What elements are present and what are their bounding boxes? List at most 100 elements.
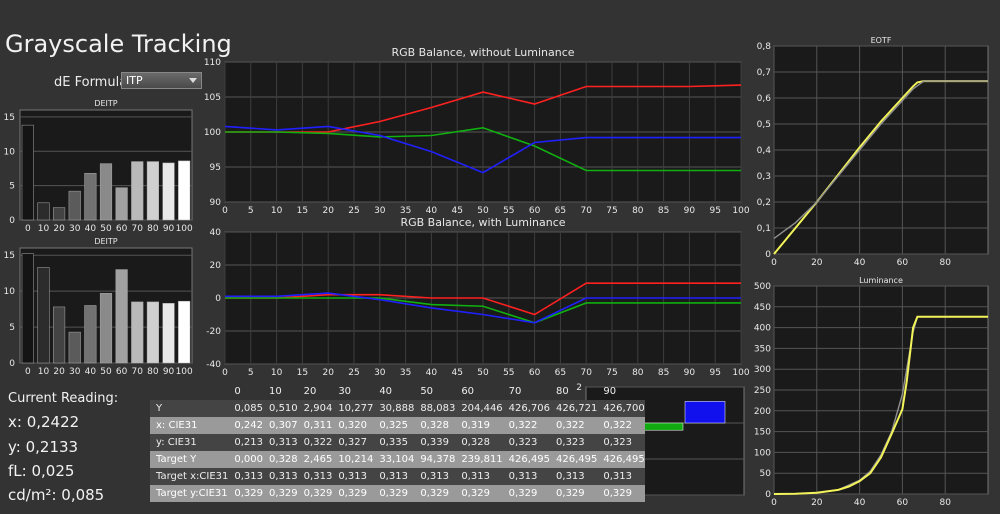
table-cell: 0,325 bbox=[373, 417, 415, 434]
bar bbox=[99, 293, 113, 364]
bar bbox=[178, 160, 191, 221]
x-tick-label: 60 bbox=[529, 206, 541, 214]
x-tick-label: 20 bbox=[811, 498, 823, 506]
table-cell: 426,495 bbox=[502, 451, 551, 468]
x-tick-label: 0 bbox=[25, 224, 31, 234]
x-tick-label: 70 bbox=[132, 367, 144, 377]
y-tick-label: 0 bbox=[215, 294, 221, 304]
table-cell: 426,721 bbox=[550, 400, 598, 417]
series-line bbox=[225, 297, 741, 324]
table-cell: 0,329 bbox=[263, 485, 298, 502]
x-tick-label: 85 bbox=[658, 206, 669, 214]
table-cell: 94,378 bbox=[414, 451, 456, 468]
x-tick-label: 50 bbox=[477, 368, 489, 378]
x-tick-label: 70 bbox=[580, 206, 592, 214]
table-cell: 0,320 bbox=[332, 417, 374, 434]
column-header: 90 bbox=[603, 386, 617, 397]
table-cell: 0,307 bbox=[263, 417, 298, 434]
x-tick-label: 40 bbox=[854, 498, 866, 506]
x-tick-label: 75 bbox=[606, 368, 617, 378]
x-tick-label: 60 bbox=[116, 367, 128, 377]
x-tick-label: 20 bbox=[811, 258, 823, 268]
column-header: 40 bbox=[379, 386, 393, 397]
y-tick-label: 0,4 bbox=[757, 146, 772, 156]
x-tick-label: 40 bbox=[426, 206, 438, 214]
bar bbox=[21, 253, 34, 364]
bar bbox=[146, 161, 159, 221]
bar bbox=[115, 269, 128, 364]
chart-title: DEITP bbox=[94, 100, 117, 108]
table-cell: 0,329 bbox=[332, 485, 374, 502]
bar bbox=[178, 300, 191, 364]
y-tick-label: 10 bbox=[4, 147, 16, 157]
current-reading-title: Current Reading: bbox=[8, 391, 119, 406]
table-row: Target Y 0,000 0,328 2,465 10,214 33,104 94,37… bbox=[150, 451, 645, 468]
table-cell: 0,335 bbox=[373, 434, 415, 451]
x-tick-label: 90 bbox=[684, 206, 696, 214]
bar bbox=[146, 301, 159, 364]
x-tick-label: 25 bbox=[348, 368, 359, 378]
x-tick-label: 95 bbox=[709, 368, 720, 378]
x-tick-label: 0 bbox=[771, 498, 777, 506]
table-cell: 0,213 bbox=[228, 434, 264, 451]
x-tick-label: 5 bbox=[248, 206, 254, 214]
x-tick-label: 20 bbox=[53, 224, 65, 234]
x-tick-label: 50 bbox=[477, 206, 489, 214]
y-tick-label: 0 bbox=[9, 216, 15, 226]
x-tick-label: 35 bbox=[400, 206, 411, 214]
measurement-table: 0 10 20 30 40 50 60 70 80 90 Y 0,085 0,510… bbox=[150, 383, 645, 502]
chart-title: RGB Balance, without Luminance bbox=[391, 46, 574, 59]
x-tick-label: 50 bbox=[100, 224, 112, 234]
x-tick-label: 90 bbox=[163, 224, 175, 234]
de-formula-select[interactable]: ITP bbox=[121, 72, 202, 89]
bar bbox=[53, 207, 66, 221]
x-tick-label: 15 bbox=[297, 206, 308, 214]
table-cell: 0,313 bbox=[263, 468, 298, 485]
y-tick-label: 0,7 bbox=[757, 68, 771, 78]
x-tick-label: 20 bbox=[53, 367, 65, 377]
y-tick-label: 250 bbox=[754, 386, 771, 396]
x-tick-label: 85 bbox=[658, 368, 669, 378]
x-tick-label: 60 bbox=[529, 368, 541, 378]
table-corner bbox=[150, 383, 228, 400]
series-line bbox=[773, 80, 988, 255]
table-cell: 0,329 bbox=[502, 485, 551, 502]
table-row: Y 0,085 0,510 2,904 10,277 30,888 88,083 204,44… bbox=[150, 400, 645, 417]
reading-x: x: 0,2422 bbox=[8, 413, 80, 431]
table-cell: 0,313 bbox=[597, 468, 645, 485]
table-cell: 204,446 bbox=[455, 400, 503, 417]
y-tick-label: 110 bbox=[204, 58, 221, 68]
table-cell: 0,085 bbox=[228, 400, 264, 417]
table-row: y: CIE31 0,213 0,313 0,322 0,327 0,335 0,339 0,… bbox=[150, 434, 645, 451]
table-cell: 0,329 bbox=[228, 485, 264, 502]
x-tick-label: 100 bbox=[732, 368, 749, 378]
y-tick-label: 105 bbox=[204, 93, 221, 103]
bar bbox=[642, 422, 684, 431]
x-tick-label: 35 bbox=[400, 368, 411, 378]
table-cell: 0,000 bbox=[228, 451, 264, 468]
y-tick-label: 0,1 bbox=[757, 224, 771, 234]
x-tick-label: 60 bbox=[897, 498, 909, 506]
x-tick-label: 80 bbox=[632, 206, 644, 214]
table-cell: 10,277 bbox=[332, 400, 374, 417]
y-tick-label: 100 bbox=[754, 448, 771, 458]
x-tick-label: 30 bbox=[69, 224, 81, 234]
y-tick-label: 300 bbox=[754, 365, 771, 375]
x-tick-label: 30 bbox=[374, 368, 386, 378]
table-cell: 30,888 bbox=[373, 400, 415, 417]
table-cell: 0,319 bbox=[455, 417, 503, 434]
x-tick-label: 60 bbox=[116, 224, 128, 234]
x-tick-label: 5 bbox=[248, 368, 254, 378]
table-cell: 2,904 bbox=[297, 400, 333, 417]
chart-title: EOTF bbox=[871, 36, 892, 45]
chart-title: RGB Balance, with Luminance bbox=[400, 216, 565, 229]
de-formula-label: dE Formula: bbox=[54, 75, 132, 90]
table-cell: 426,495 bbox=[597, 451, 645, 468]
bar bbox=[131, 161, 144, 221]
reading-fl: fL: 0,025 bbox=[8, 462, 75, 480]
column-header: 20 bbox=[303, 386, 317, 397]
row-label: Target y:CIE31 bbox=[150, 485, 229, 502]
column-header: 10 bbox=[269, 386, 282, 397]
x-tick-label: 95 bbox=[709, 206, 720, 214]
y-tick-label: 450 bbox=[754, 303, 771, 313]
